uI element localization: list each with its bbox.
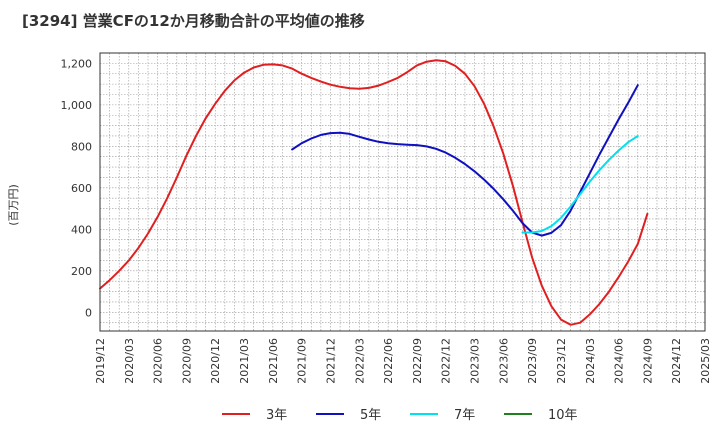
x-tick-label: 2020/03 [123, 338, 136, 384]
x-tick-label: 2024/09 [641, 338, 654, 384]
series-line-7年 [521, 135, 639, 234]
x-tick-label: 2021/09 [296, 338, 309, 384]
x-tick-label: 2024/12 [670, 338, 683, 384]
x-tick-label: 2019/12 [94, 338, 107, 384]
x-tick-label: 2020/09 [180, 338, 193, 384]
x-tick-label: 2024/03 [584, 338, 597, 384]
x-tick-label: 2021/12 [324, 338, 337, 384]
plot-border [99, 52, 706, 332]
y-tick-label: 600 [71, 182, 92, 195]
x-tick-label: 2022/03 [353, 338, 366, 384]
y-tick-label: 800 [71, 140, 92, 153]
y-tick-label: 0 [85, 306, 92, 319]
legend: 3年 5年 7年 10年 [222, 408, 578, 423]
x-axis-ticks: 2019/12 2020/03 2020/06 2020/09 2020/12 2021/… [94, 338, 712, 384]
plot-area [100, 53, 705, 331]
legend-label: 10年 [548, 408, 578, 423]
y-tick-label: 1,000 [61, 99, 93, 112]
x-tick-label: 2025/03 [699, 338, 712, 384]
series-lines [99, 59, 649, 326]
legend-label: 7年 [454, 408, 475, 423]
x-tick-label: 2023/09 [526, 338, 539, 384]
series-line-3年 [99, 59, 649, 326]
x-tick-label: 2022/12 [440, 338, 453, 384]
y-axis-label: (百万円) [7, 184, 20, 226]
x-tick-label: 2023/12 [555, 338, 568, 384]
x-tick-label: 2023/06 [497, 338, 510, 384]
x-tick-label: 2024/06 [613, 338, 626, 384]
legend-label: 5年 [360, 408, 381, 423]
x-tick-label: 2023/03 [469, 338, 482, 384]
y-tick-label: 400 [71, 223, 92, 236]
chart-title: [3294] 営業CFの12か月移動合計の平均値の推移 [22, 12, 365, 30]
x-tick-label: 2022/09 [411, 338, 424, 384]
x-tick-label: 2021/03 [238, 338, 251, 384]
y-axis-ticks: 0 200 400 600 800 1,000 1,200 [61, 57, 93, 319]
y-tick-label: 200 [71, 265, 92, 278]
x-tick-label: 2020/12 [209, 338, 222, 384]
series-line-5年 [291, 84, 639, 237]
x-tick-label: 2021/06 [267, 338, 280, 384]
x-tick-label: 2020/06 [152, 338, 165, 384]
x-tick-label: 2022/06 [382, 338, 395, 384]
y-tick-label: 1,200 [61, 57, 93, 70]
legend-label: 3年 [266, 408, 287, 423]
